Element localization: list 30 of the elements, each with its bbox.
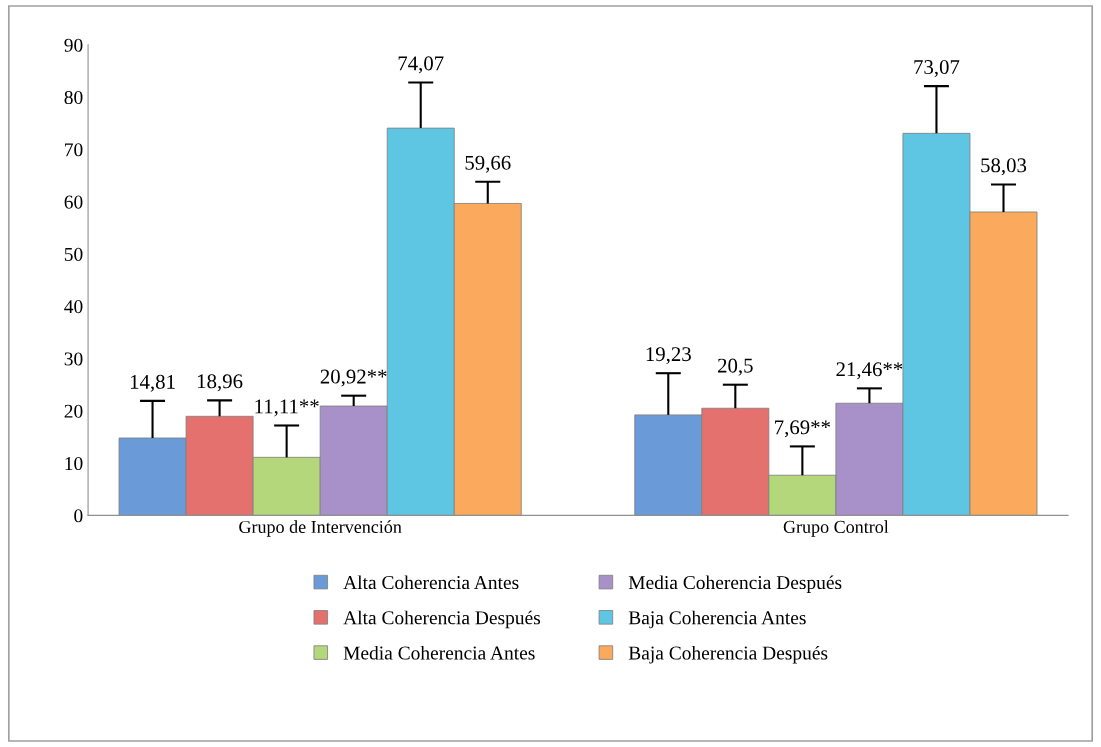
legend-label: Alta Coherencia Después (343, 610, 541, 629)
data-label: 18,96 (197, 374, 243, 392)
x-tick-label: Grupo de Intervención (239, 520, 402, 537)
data-label: 14,81 (130, 374, 175, 392)
y-tick-label: 50 (64, 247, 83, 261)
legend-label: Baja Coherencia Antes (628, 610, 806, 629)
legend-label: Baja Coherencia Después (628, 645, 828, 664)
legend-label: Media Coherencia Después (628, 575, 842, 594)
y-tick-label: 10 (65, 456, 83, 471)
legend-label: Alta Coherencia Antes (343, 575, 519, 590)
data-label: 7,69** (775, 420, 831, 438)
data-label: 73,07 (914, 59, 960, 78)
y-tick-label: 70 (65, 143, 83, 157)
y-tick-label: 40 (64, 300, 83, 314)
data-label: 59,66 (465, 155, 511, 173)
y-tick-label: 30 (64, 352, 83, 366)
data-label: 20,92** (320, 369, 387, 387)
y-tick-label: 60 (64, 195, 83, 209)
y-tick-label: 90 (64, 38, 83, 52)
data-label: 21,46** (836, 362, 903, 380)
data-label: 58,03 (981, 158, 1027, 176)
y-tick-label: 0 (74, 509, 83, 523)
y-tick-label: 20 (64, 404, 83, 418)
data-label: 19,23 (646, 347, 691, 365)
data-label: 11,11** (255, 399, 319, 417)
data-label: 74,07 (398, 56, 444, 74)
x-tick-label: Grupo Control (783, 520, 889, 537)
y-tick-label: 80 (64, 90, 83, 105)
legend-label: Media Coherencia Antes (343, 645, 535, 660)
data-label: 20,5 (718, 358, 753, 376)
